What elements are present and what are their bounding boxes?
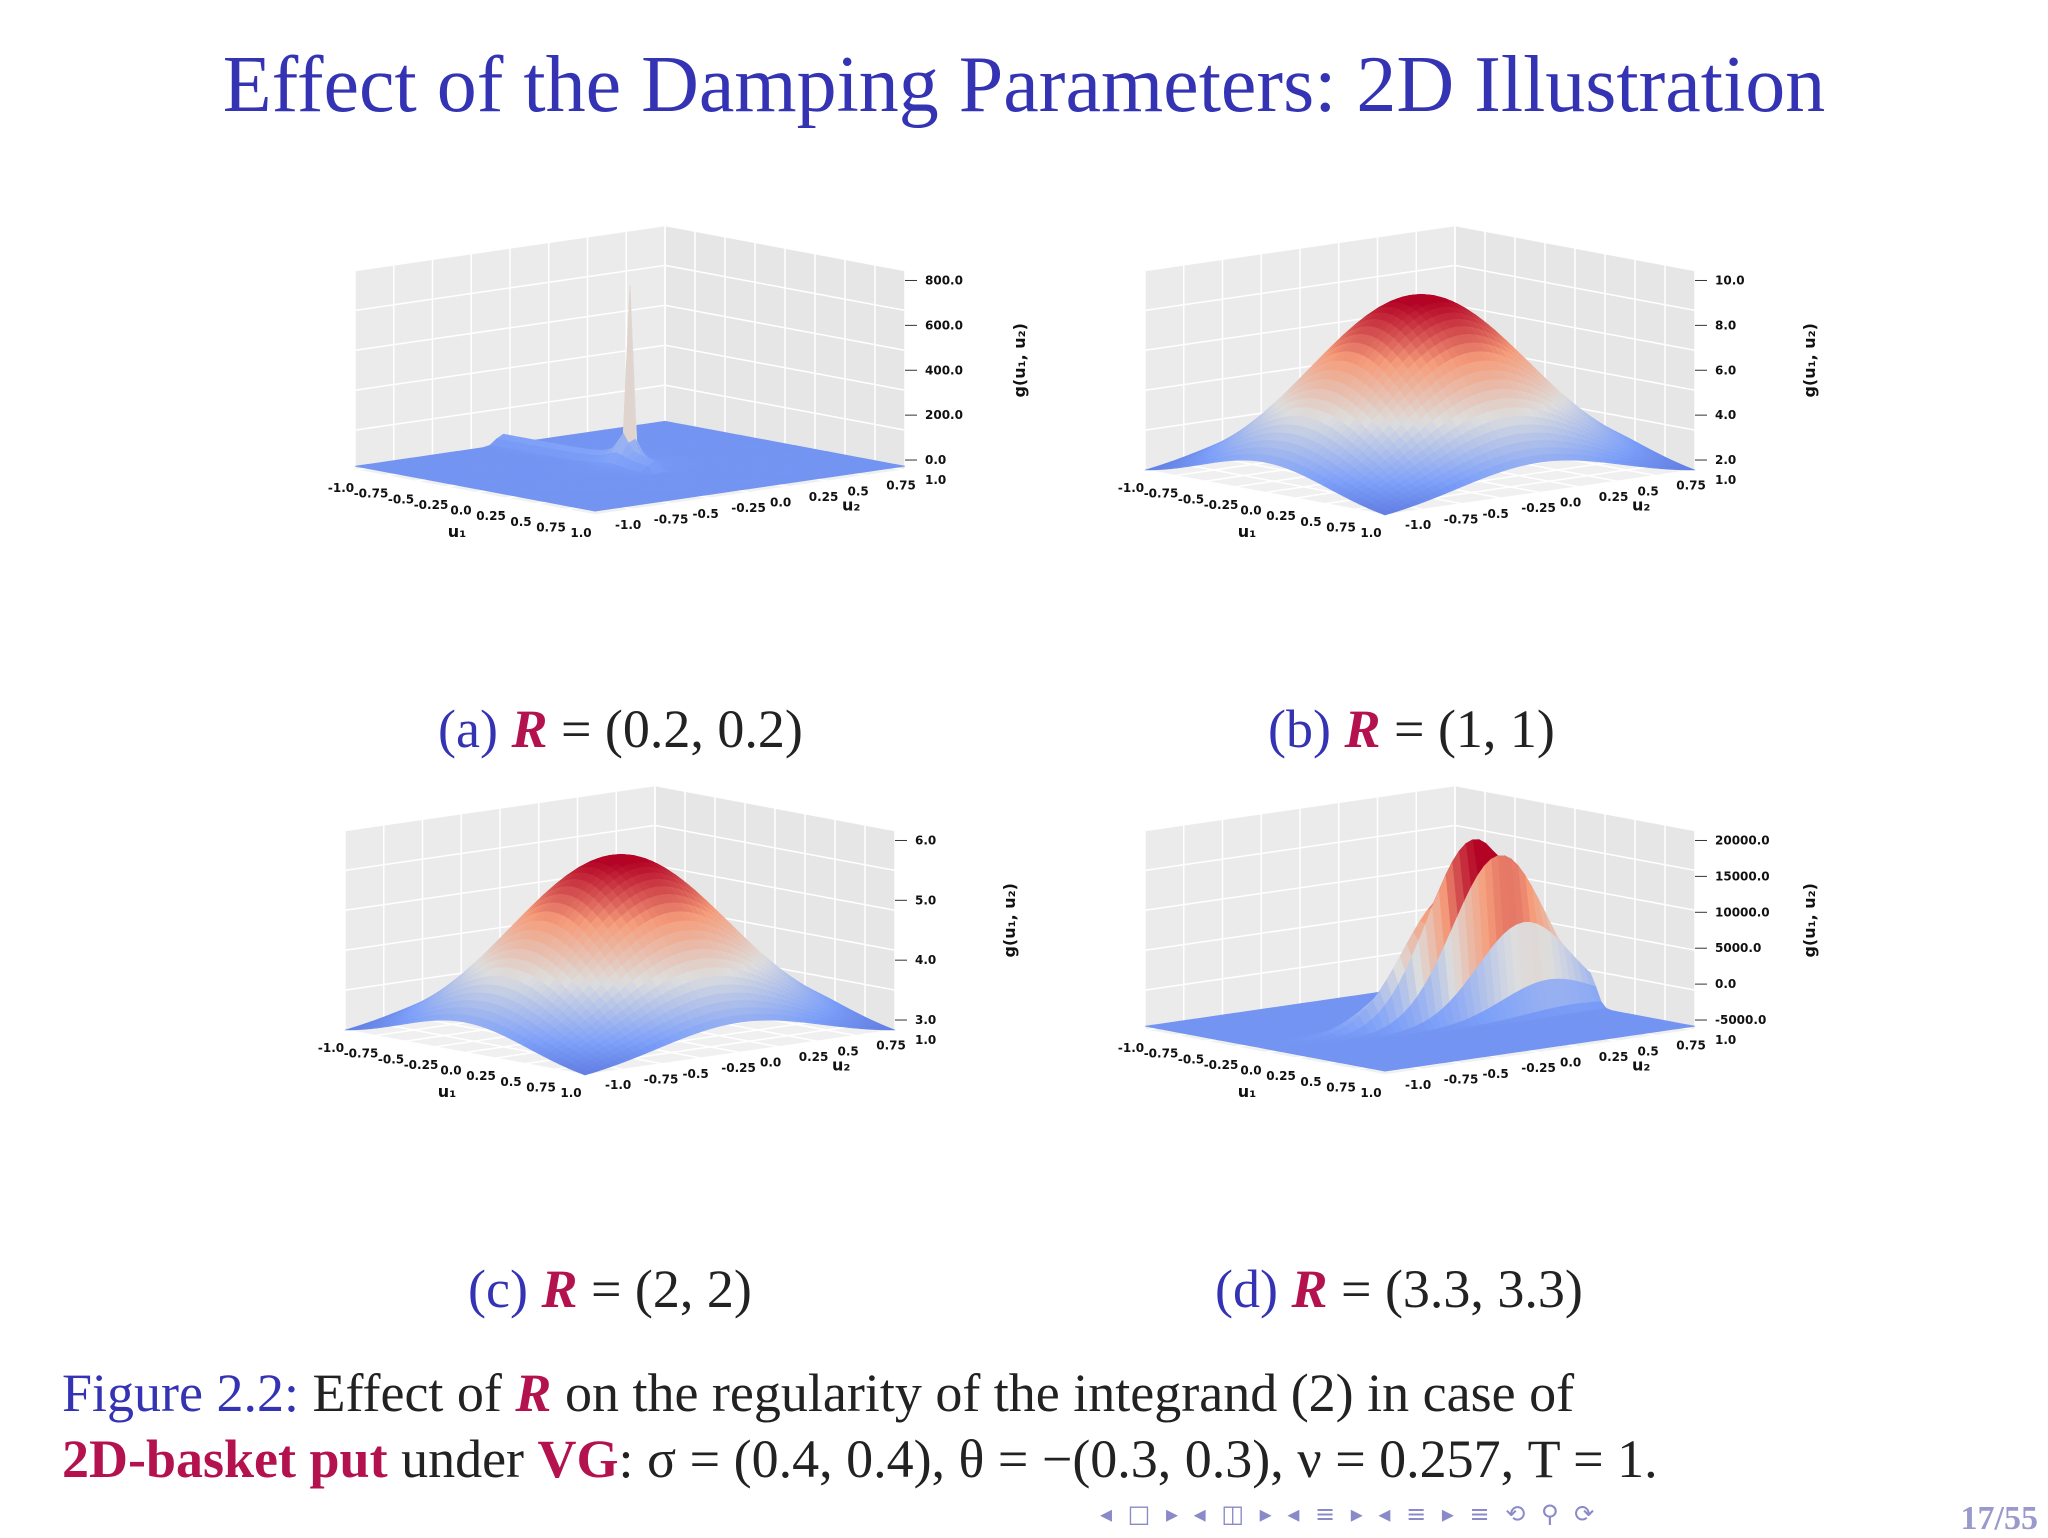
y-tick-label: -1.0 <box>615 518 641 532</box>
z-tick-label: 10.0 <box>1715 273 1745 287</box>
x-tick-label: -1.0 <box>328 481 354 495</box>
x-tick-label: 1.0 <box>570 526 591 540</box>
subcaption-a: (a) R = (0.2, 0.2) <box>438 698 803 760</box>
r-symbol: R <box>1344 699 1380 759</box>
y-tick-label: 0.25 <box>809 490 839 504</box>
y-tick-label: -0.75 <box>1444 512 1479 526</box>
x-tick-label: 0.5 <box>510 515 531 529</box>
y-axis-label: u₂ <box>1632 496 1650 515</box>
x-tick-label: 0.75 <box>1326 520 1356 534</box>
y-tick-label: -0.75 <box>654 512 689 526</box>
z-tick-label: 200.0 <box>925 408 963 422</box>
y-tick-label: 0.75 <box>1676 479 1706 493</box>
page-title: Effect of the Damping Parameters: 2D Ill… <box>0 40 2048 131</box>
subcaption-value: = (1, 1) <box>1394 699 1555 759</box>
x-tick-label: 0.25 <box>476 509 506 523</box>
x-axis-label: u₁ <box>1238 522 1256 541</box>
y-tick-label: 0.0 <box>770 496 791 510</box>
x-tick-label: 0.5 <box>1300 515 1321 529</box>
r-symbol: R <box>511 699 547 759</box>
z-tick-label: 6.0 <box>1715 363 1736 377</box>
x-tick-label: -0.5 <box>1178 492 1204 506</box>
subcaption-label: (b) <box>1268 699 1331 759</box>
y-tick-label: 0.0 <box>1560 496 1581 510</box>
y-tick-label: -0.25 <box>731 501 766 515</box>
z-axis-label: g(u₁, u₂) <box>1800 323 1819 398</box>
subcaption-b: (b) R = (1, 1) <box>1268 698 1555 760</box>
x-tick-label: -0.75 <box>354 487 389 501</box>
z-tick-label: 4.0 <box>1715 408 1736 422</box>
z-tick-label: 600.0 <box>925 318 963 332</box>
x-tick-label: -0.5 <box>388 492 414 506</box>
z-tick-label: 8.0 <box>1715 318 1736 332</box>
x-tick-label: 0.25 <box>1266 509 1296 523</box>
x-tick-label: 0.0 <box>450 504 471 518</box>
z-tick-label: 2.0 <box>1715 453 1736 467</box>
x-tick-label: -0.75 <box>1144 487 1179 501</box>
x-tick-label: -0.25 <box>1204 498 1239 512</box>
y-tick-label: -0.5 <box>1483 507 1509 521</box>
subcaption-value: = (0.2, 0.2) <box>561 699 803 759</box>
y-tick-label: 1.0 <box>1715 473 1736 487</box>
z-tick-label: 400.0 <box>925 363 963 377</box>
y-tick-label: 0.25 <box>1599 490 1629 504</box>
x-tick-label: 1.0 <box>1360 526 1381 540</box>
y-tick-label: -0.5 <box>693 507 719 521</box>
y-tick-label: 0.75 <box>886 479 916 493</box>
z-tick-label: 800.0 <box>925 273 963 287</box>
y-tick-label: -1.0 <box>1405 518 1431 532</box>
subcaption-label: (a) <box>438 699 498 759</box>
x-tick-label: 0.75 <box>536 520 566 534</box>
x-tick-label: -0.25 <box>414 498 449 512</box>
y-tick-label: 1.0 <box>925 473 946 487</box>
x-tick-label: -1.0 <box>1118 481 1144 495</box>
z-tick-label: 0.0 <box>925 453 946 467</box>
x-axis-label: u₁ <box>448 522 466 541</box>
y-tick-label: -0.25 <box>1521 501 1556 515</box>
z-axis-label: g(u₁, u₂) <box>1010 323 1029 398</box>
y-axis-label: u₂ <box>842 496 860 515</box>
x-tick-label: 0.0 <box>1240 504 1261 518</box>
